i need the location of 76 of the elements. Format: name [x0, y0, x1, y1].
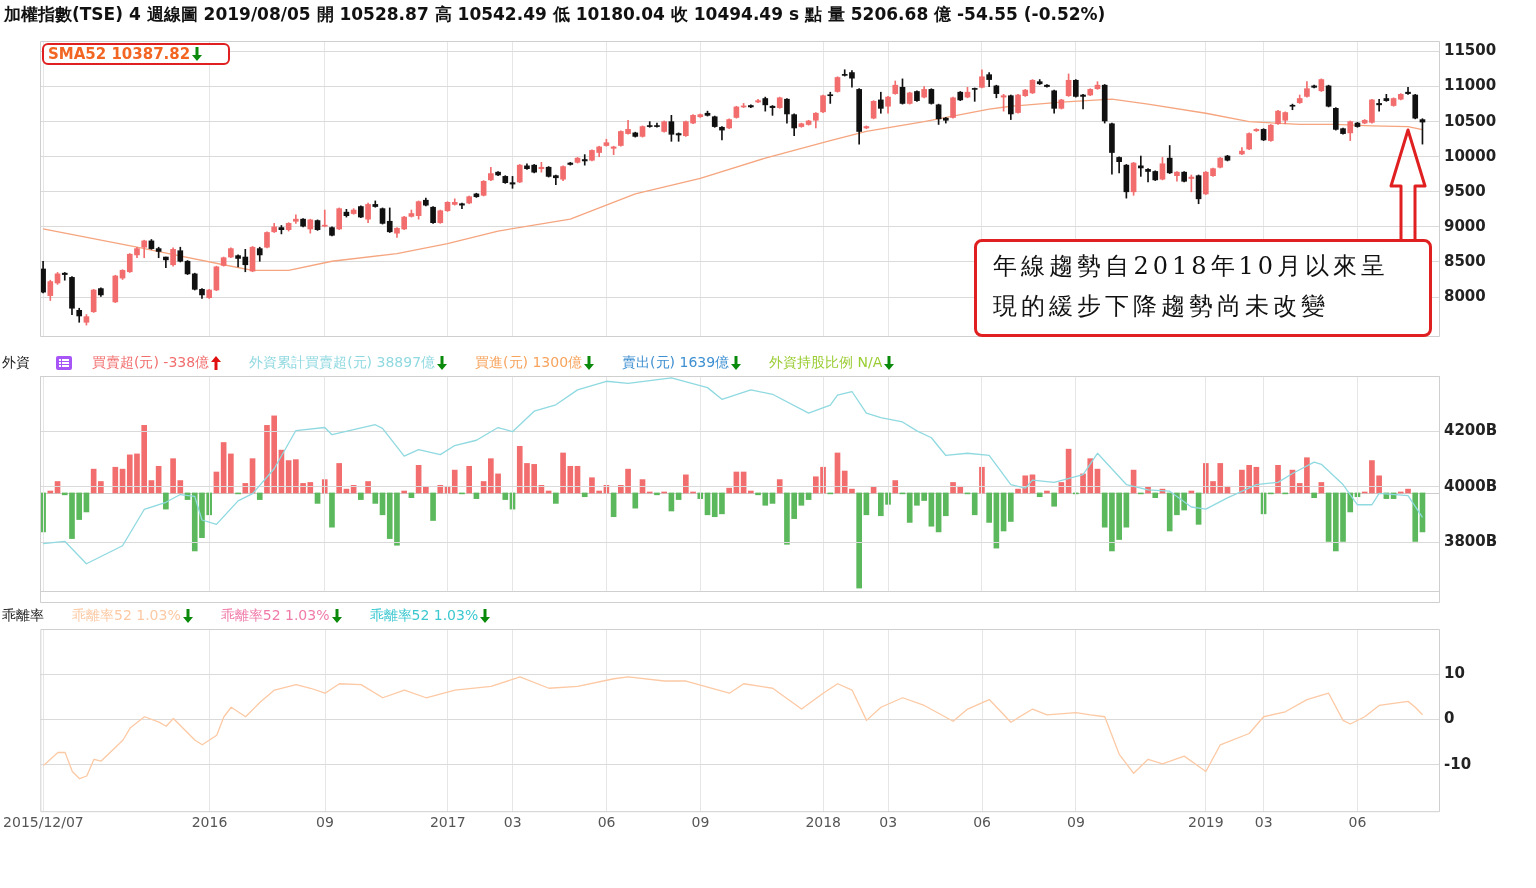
- bar: [423, 486, 429, 494]
- bar: [581, 492, 588, 498]
- y-tick-label: 10: [1444, 664, 1465, 683]
- bar: [776, 479, 783, 494]
- bar: [358, 492, 364, 500]
- candlestick: [516, 164, 523, 184]
- y-tick-label: 11000: [1444, 76, 1497, 95]
- x-tick-label: 06: [973, 814, 992, 831]
- candlestick: [495, 171, 501, 176]
- bar: [1051, 492, 1057, 507]
- bar: [336, 463, 343, 494]
- bar: [98, 481, 104, 494]
- x-tick-label: 09: [1066, 814, 1085, 831]
- text: 外資累計買賣超(元) 38897億: [249, 354, 436, 370]
- y-tick-label: 10500: [1444, 111, 1497, 130]
- bar: [372, 492, 379, 504]
- bar: [1152, 492, 1159, 499]
- chart-title: 加權指數(TSE) 4 週線圖 2019/08/05 開 10528.87 高 10542.49 低 10180.04 收 10494.49 s 點 量 5206.68 億 -54.55 (-0.52%): [3, 3, 1107, 26]
- text: 買進(元) 1300億: [475, 354, 583, 370]
- text: 賣出(元) 1639億: [622, 354, 730, 370]
- text: SMA52 10387.82: [48, 45, 191, 63]
- bar: [365, 481, 371, 494]
- x-tick-label: 06: [1348, 814, 1367, 831]
- text: 乖離率52 1.03%: [220, 607, 330, 625]
- bar: [430, 492, 436, 521]
- y-tick-label: 9000: [1444, 216, 1486, 235]
- y-tick-label: 3800B: [1444, 532, 1498, 551]
- y-tick-label: 4200B: [1444, 421, 1498, 440]
- bar: [451, 469, 458, 494]
- bar: [971, 492, 978, 516]
- x-tick-label: 09: [691, 814, 710, 831]
- bar: [256, 492, 263, 500]
- bar: [1036, 492, 1043, 498]
- x-tick-label: 2017: [429, 814, 466, 831]
- y-tick-label: 0: [1444, 709, 1455, 728]
- bar: [1311, 492, 1317, 499]
- text: 買賣超(元) -338億: [92, 354, 210, 372]
- bar: [466, 465, 473, 494]
- text: 乖離率52 1.03%: [369, 607, 479, 625]
- bar: [329, 492, 335, 528]
- bar: [242, 483, 249, 494]
- y-tick-label: 4000B: [1444, 476, 1498, 495]
- candlestick: [957, 91, 964, 101]
- x-tick-label: 03: [879, 814, 898, 831]
- bar: [502, 492, 509, 500]
- annotation: 年線趨勢自2018年10月以來呈現的緩步下降趨勢尚未改變: [974, 239, 1433, 337]
- bar: [1275, 465, 1281, 494]
- x-tick-label: 03: [1254, 814, 1273, 831]
- bar: [1412, 492, 1419, 542]
- text: 外資持股比例 N/A: [769, 354, 883, 370]
- x-tick-label: 2015/12/07: [3, 814, 84, 831]
- bar: [986, 492, 992, 523]
- bar: [228, 453, 234, 494]
- y-tick-label: 11500: [1444, 41, 1497, 60]
- x-tick-label: 06: [597, 814, 616, 831]
- bar: [553, 492, 559, 504]
- legend-title: 乖離率: [2, 607, 44, 625]
- bar: [726, 487, 732, 494]
- x-tick-label: 2018: [805, 814, 842, 831]
- x-tick-label: 09: [316, 814, 334, 831]
- text: 乖離率52 1.03%: [72, 607, 181, 625]
- y-tick-label: 8500: [1444, 251, 1486, 270]
- bar: [856, 492, 862, 589]
- bar: [112, 466, 119, 494]
- legend-title: 外資: [2, 354, 30, 372]
- x-tick-label: 03: [503, 814, 522, 831]
- bar: [1007, 492, 1014, 522]
- y-tick-label: -10: [1444, 754, 1472, 773]
- y-tick-label: 10000: [1444, 146, 1497, 165]
- y-tick-label: 8000: [1444, 286, 1486, 305]
- bar: [942, 492, 949, 517]
- x-tick-label: 2016: [191, 814, 228, 831]
- bar: [632, 492, 639, 509]
- bar: [892, 480, 899, 494]
- y-tick-label: 9500: [1444, 181, 1486, 200]
- x-tick-label: 2019: [1188, 814, 1224, 831]
